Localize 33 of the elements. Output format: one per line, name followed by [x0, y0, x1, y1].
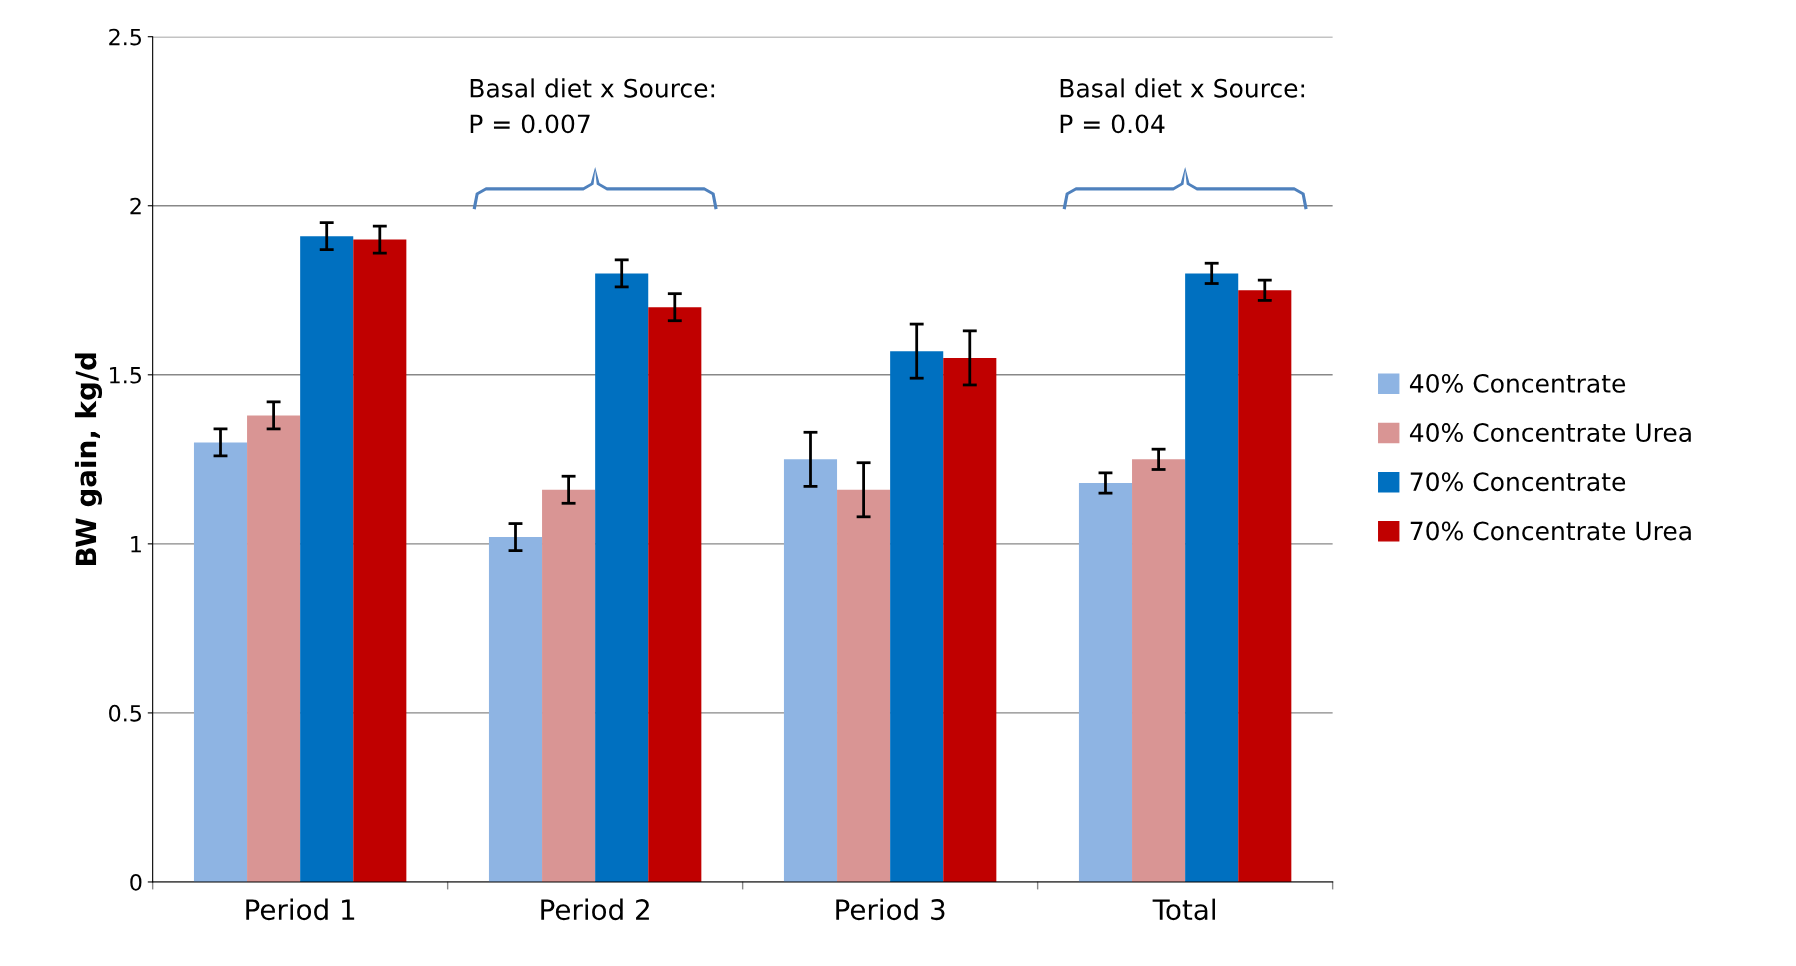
bar [890, 351, 944, 882]
bar [300, 236, 354, 882]
legend-label: 70% Concentrate [1410, 472, 1626, 492]
bar [542, 489, 596, 882]
y-tick-label: 2.5 [109, 28, 141, 46]
bar [943, 357, 997, 882]
bar [1185, 273, 1239, 882]
x-tick-label: Period 3 [836, 898, 945, 921]
x-tick-label: Period 1 [246, 898, 355, 921]
bar [1238, 290, 1292, 882]
y-tick-label: 2 [130, 197, 141, 215]
legend-label: 40% Concentrate [1409, 373, 1626, 393]
bar [648, 307, 702, 882]
x-tick-label: Total [1152, 898, 1215, 921]
annotation: Basal diet x Source: P = 0.04 [1060, 78, 1305, 134]
bar [193, 442, 248, 882]
bar [247, 415, 301, 882]
legend-label: 70% Concentrate Urea [1410, 521, 1691, 541]
bar [488, 537, 543, 882]
y-axis-title: BW gain, kg/d [74, 353, 103, 566]
y-tick-label: 1.5 [110, 367, 141, 384]
bar [783, 459, 838, 882]
y-tick-label: 0 [130, 873, 142, 891]
bar [837, 489, 891, 882]
bar [1078, 483, 1133, 882]
x-tick-label: Period 2 [541, 898, 649, 921]
annotation: Basal diet x Source: P = 0.007 [470, 78, 715, 134]
legend-label: 40% Concentrate Urea [1409, 423, 1691, 442]
bar [1132, 459, 1186, 882]
y-tick-label: 1 [131, 536, 141, 553]
bar [353, 239, 407, 882]
y-tick-label: 0.5 [109, 704, 141, 722]
bar [595, 273, 649, 882]
